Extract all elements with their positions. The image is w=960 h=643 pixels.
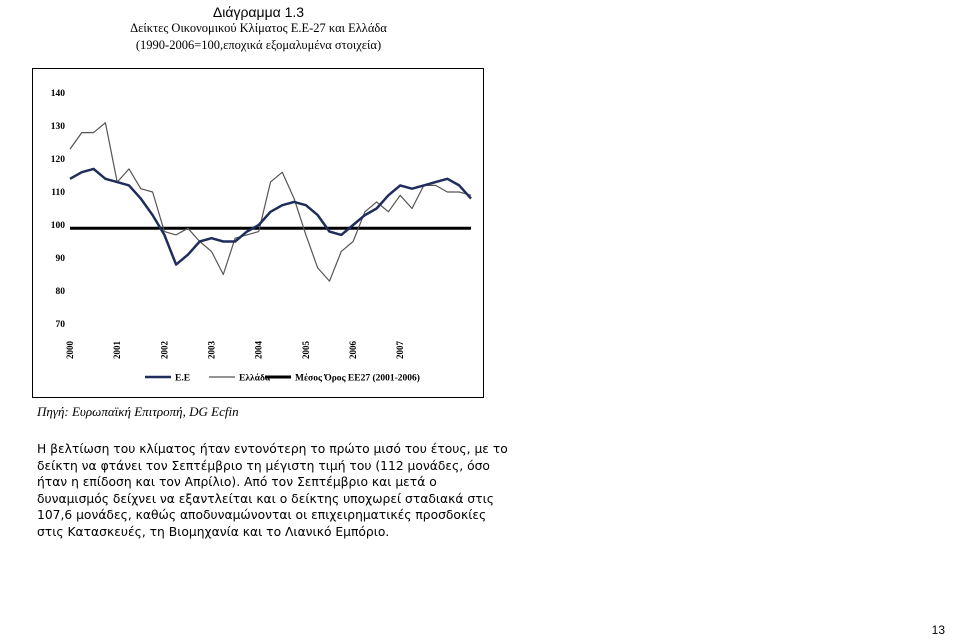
chart-subtitle: (1990-2006=100,εποχικά εξομαλυμένα στοιχ… [135, 38, 382, 52]
body-paragraph: Η βελτίωση του κλίματος ήταν εντονότερη … [37, 441, 508, 541]
series-line [69, 167, 472, 266]
y-tick-label: 130 [51, 122, 66, 132]
y-tick-label: 100 [51, 221, 66, 231]
x-tick-label: 2000 [65, 341, 75, 360]
x-tick-label: 2001 [112, 341, 122, 360]
x-tick-label: 2006 [348, 341, 358, 360]
legend-label: Ε.Ε [175, 374, 190, 384]
legend-label: Μέσος Όρος ΕΕ27 (2001-2006) [295, 373, 420, 384]
series-line [69, 122, 472, 282]
x-tick-label: 2004 [254, 341, 264, 360]
body-line: δυναμισμός δείχνει να εξαντλείται και ο … [37, 491, 494, 506]
body-line: δείκτη να φτάνει τον Σεπτέμβριο τη μέγισ… [37, 458, 490, 473]
body-line: Η βελτίωση του κλίματος ήταν εντονότερη … [37, 442, 508, 456]
y-tick-label: 70 [56, 320, 66, 330]
y-tick-label: 120 [51, 155, 66, 165]
y-tick-label: 90 [56, 254, 66, 264]
chart-frame: 70 80 90 100 110 120 130 140 2000 2001 2002 2003 200… [32, 68, 484, 398]
y-tick-label: 110 [51, 188, 65, 198]
y-tick-label: 140 [51, 89, 66, 99]
x-tick-label: 2003 [207, 341, 217, 360]
y-tick-label: 80 [56, 287, 66, 297]
x-tick-label: 2007 [395, 341, 405, 360]
source-note: Πηγή: Ευρωπαϊκή Επιτροπή, DG Ecfin [37, 404, 239, 419]
legend-label: Ελλάδα [239, 373, 271, 384]
body-line: στις Κατασκευές, τη Βιομηχανία και το Λι… [37, 524, 390, 539]
body-line: ήταν η επίδοση και τον Απρίλιο). Από τον… [37, 475, 437, 490]
x-tick-label: 2005 [301, 341, 311, 360]
page-number: 13 [931, 623, 945, 637]
chart-title: Δείκτες Οικονομικού Κλίματος Ε.Ε-27 και … [130, 21, 387, 35]
body-line: 107,6 μονάδες, καθώς αποδυναμώνονται οι … [37, 508, 487, 523]
x-tick-label: 2002 [159, 341, 169, 360]
line-chart: 70 80 90 100 110 120 130 140 2000 2001 2002 2003 200… [51, 89, 472, 384]
diagram-label: Διάγραμμα 1.3 [212, 4, 305, 20]
